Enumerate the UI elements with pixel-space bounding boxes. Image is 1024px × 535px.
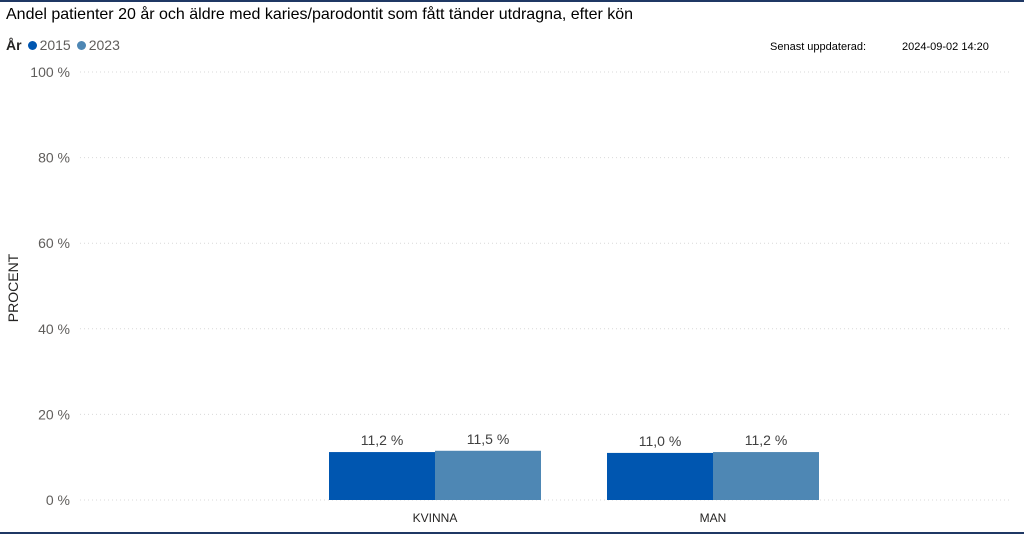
legend: År 2015 2023 [6, 37, 126, 53]
y-tick-label: 80 % [38, 150, 70, 166]
bottom-border [0, 532, 1024, 534]
y-tick-label: 100 % [30, 64, 70, 80]
y-axis-label: PROCENT [5, 253, 21, 322]
legend-label-2015: 2015 [39, 37, 71, 53]
x-tick-label: MAN [700, 511, 727, 525]
bar[interactable] [329, 452, 435, 500]
bar[interactable] [435, 450, 541, 500]
chart-title: Andel patienter 20 år och äldre med kari… [6, 6, 634, 23]
legend-title: År [6, 37, 22, 53]
last-updated-label: Senast uppdaterad: [770, 41, 867, 53]
y-tick-label: 0 % [46, 492, 70, 508]
last-updated-value: 2024-09-02 14:20 [902, 41, 989, 53]
y-tick-label: 20 % [38, 406, 70, 422]
legend-label-2023: 2023 [88, 37, 120, 53]
data-label: 11,5 % [467, 431, 510, 447]
bar[interactable] [607, 452, 713, 500]
legend-dot-2015-icon [27, 40, 37, 50]
legend-item-2023[interactable]: 2023 [76, 37, 120, 53]
legend-dot-2023-icon [76, 40, 86, 50]
data-label: 11,2 % [745, 432, 788, 448]
bar[interactable] [713, 452, 819, 500]
y-tick-label: 60 % [38, 235, 70, 251]
data-label: 11,0 % [639, 433, 682, 449]
top-border [0, 0, 1024, 2]
x-tick-label: KVINNA [413, 511, 458, 525]
y-tick-label: 40 % [38, 321, 70, 337]
data-label: 11,2 % [361, 432, 404, 448]
legend-item-2015[interactable]: 2015 [27, 37, 71, 53]
